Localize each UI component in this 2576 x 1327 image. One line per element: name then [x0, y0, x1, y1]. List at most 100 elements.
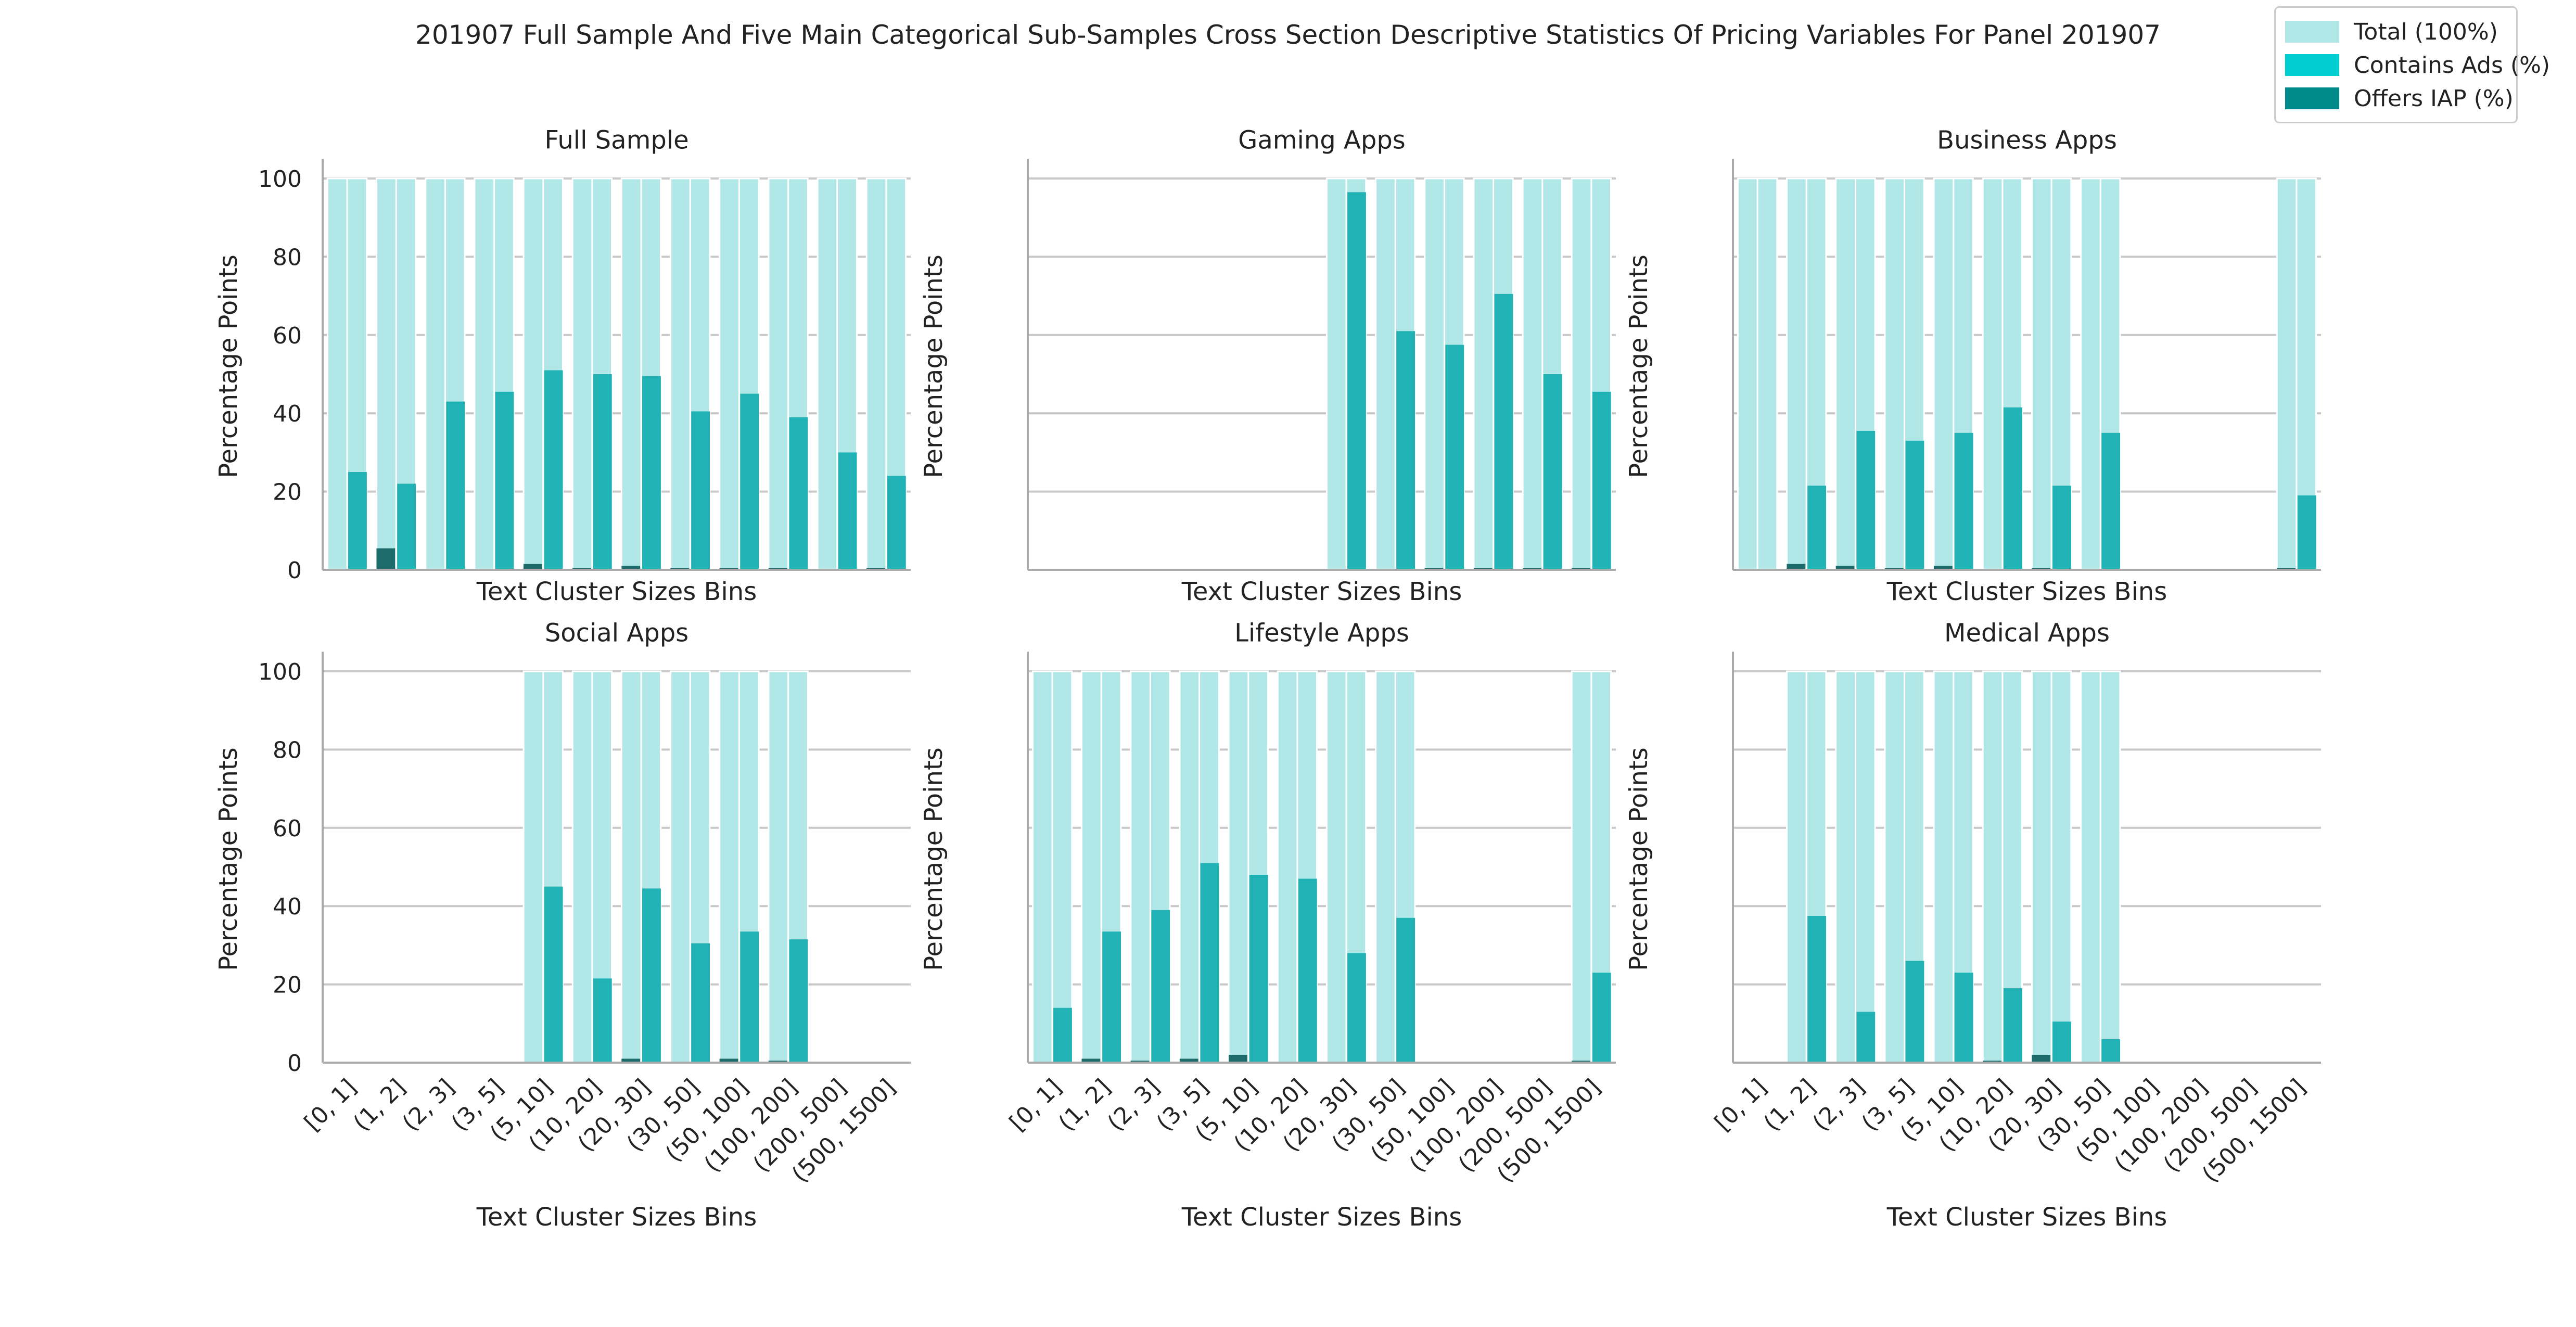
bar-ads: [2101, 1039, 2121, 1063]
bar-ads: [1102, 932, 1121, 1063]
panel-medical-apps: Medical Apps Percentage Points Text Cluste…: [1624, 618, 2321, 1232]
legend-swatch-total: [2285, 21, 2339, 43]
bar-ads: [789, 939, 808, 1063]
x-axis-label: Text Cluster Sizes Bins: [1181, 1203, 1462, 1232]
bar-ads: [1298, 878, 1317, 1063]
panel-business-apps: Business Apps Percentage Points Text Clust…: [1624, 125, 2321, 606]
bar-ads: [838, 452, 857, 570]
bar-ads: [1347, 953, 1366, 1063]
panel-title: Medical Apps: [1944, 618, 2110, 647]
x-axis-label: Text Cluster Sizes Bins: [1886, 577, 2167, 606]
bar-ads: [544, 886, 563, 1063]
bar-ads: [2003, 988, 2022, 1063]
bar-ads: [642, 376, 661, 570]
bar-iap: [1179, 1058, 1198, 1063]
x-tick-label: [0, 1]: [1710, 1074, 1772, 1137]
legend-swatch-iap: [2285, 87, 2339, 109]
bar-ads: [691, 411, 710, 570]
bar-ads: [1856, 431, 1876, 570]
x-tick-label: (1, 2]: [1758, 1074, 1821, 1137]
y-tick-label: 0: [287, 1050, 302, 1077]
panel-title: Full Sample: [544, 125, 688, 155]
x-tick-label: (2, 3]: [1807, 1074, 1870, 1137]
panel-lifestyle-apps: Lifestyle Apps Percentage Points Text Clus…: [919, 618, 1616, 1232]
x-tick-label: (1, 2]: [1053, 1074, 1116, 1137]
bar-iap: [1081, 1058, 1101, 1063]
bar-ads: [1856, 1012, 1876, 1063]
y-tick-label: 60: [273, 323, 302, 349]
bar-ads: [1053, 1007, 1072, 1063]
bar-ads: [1494, 294, 1513, 570]
bar-ads: [495, 391, 514, 570]
y-tick-label: 80: [273, 737, 302, 763]
bar-ads: [1396, 917, 1415, 1063]
bar-ads: [887, 476, 906, 570]
figure-title: 201907 Full Sample And Five Main Categor…: [415, 20, 2161, 50]
bar-iap: [2032, 1054, 2051, 1063]
panel-social-apps: Social Apps 0 20 40 60 80 100 Percentage Points…: [214, 618, 911, 1232]
bar-ads: [1592, 391, 1611, 570]
bar-iap: [719, 1058, 738, 1063]
bar-ads: [2297, 495, 2316, 570]
legend-label-ads: Contains Ads (%): [2354, 52, 2551, 79]
x-tick-label: [0, 1]: [1004, 1074, 1067, 1137]
legend-item-total: Total (100%): [2285, 15, 2507, 48]
bar-ads: [2003, 407, 2022, 570]
bar-ads: [397, 483, 416, 570]
x-axis-label: Text Cluster Sizes Bins: [1886, 1203, 2167, 1232]
bar-ads: [1807, 486, 1827, 570]
bar-ads: [789, 417, 808, 570]
y-tick-label: 80: [273, 244, 302, 271]
y-axis-label: Percentage Points: [1624, 747, 1653, 971]
bar-ads: [1200, 863, 1219, 1063]
y-tick-label: 40: [273, 894, 302, 920]
bar-iap: [1228, 1054, 1247, 1063]
bar-ads: [446, 401, 465, 570]
panel-full-sample: Full Sample 0 20 40 60 80 100 Percentage Points…: [214, 125, 911, 606]
bar-iap: [376, 548, 396, 570]
bar-ads: [1543, 374, 1562, 570]
bar-iap: [523, 564, 542, 570]
panel-title: Social Apps: [545, 618, 688, 647]
legend-swatch-ads: [2285, 54, 2339, 76]
panel-title: Lifestyle Apps: [1234, 618, 1409, 647]
panel-title: Business Apps: [1937, 125, 2117, 155]
panel-gaming-apps: Gaming Apps Percentage Points Text Cluster…: [919, 125, 1616, 606]
bar-ads: [740, 932, 759, 1063]
bar-ads: [2101, 432, 2121, 570]
y-tick-label: 20: [273, 972, 302, 999]
y-axis-label: Percentage Points: [919, 747, 948, 971]
x-axis-label: Text Cluster Sizes Bins: [476, 577, 757, 606]
legend-item-ads: Contains Ads (%): [2285, 48, 2550, 82]
bar-ads: [1954, 432, 1973, 570]
y-tick-label: 100: [258, 166, 302, 193]
x-axis-label: Text Cluster Sizes Bins: [1181, 577, 1462, 606]
bar-ads: [1807, 916, 1827, 1063]
y-axis-label: Percentage Points: [214, 254, 243, 478]
y-tick-label: 40: [273, 401, 302, 427]
bar-ads: [1347, 192, 1366, 570]
y-tick-label: 100: [258, 659, 302, 685]
legend-item-iap: Offers IAP (%): [2285, 82, 2514, 115]
bar-ads: [544, 370, 563, 570]
bar-ads: [1954, 973, 1973, 1063]
y-tick-label: 20: [273, 479, 302, 506]
legend: Total (100%) Contains Ads (%) Offers IAP…: [2274, 6, 2550, 123]
bar-ads: [642, 888, 661, 1063]
bar-ads: [2052, 486, 2071, 570]
bar-ads: [1905, 961, 1924, 1063]
bar-ads: [348, 472, 367, 570]
x-tick-label: (1, 2]: [348, 1074, 411, 1137]
bar-iap: [1787, 564, 1806, 570]
legend-label-total: Total (100%): [2354, 18, 2498, 45]
bar-ads: [1151, 910, 1170, 1063]
x-tick-label: [0, 1]: [299, 1074, 362, 1137]
bar-ads: [593, 374, 612, 570]
bar-ads: [2052, 1022, 2071, 1063]
y-tick-label: 60: [273, 815, 302, 842]
bar-ads: [740, 393, 759, 570]
bar-ads: [1905, 440, 1924, 570]
bar-ads: [691, 943, 710, 1063]
x-tick-label: (2, 3]: [1102, 1074, 1165, 1137]
